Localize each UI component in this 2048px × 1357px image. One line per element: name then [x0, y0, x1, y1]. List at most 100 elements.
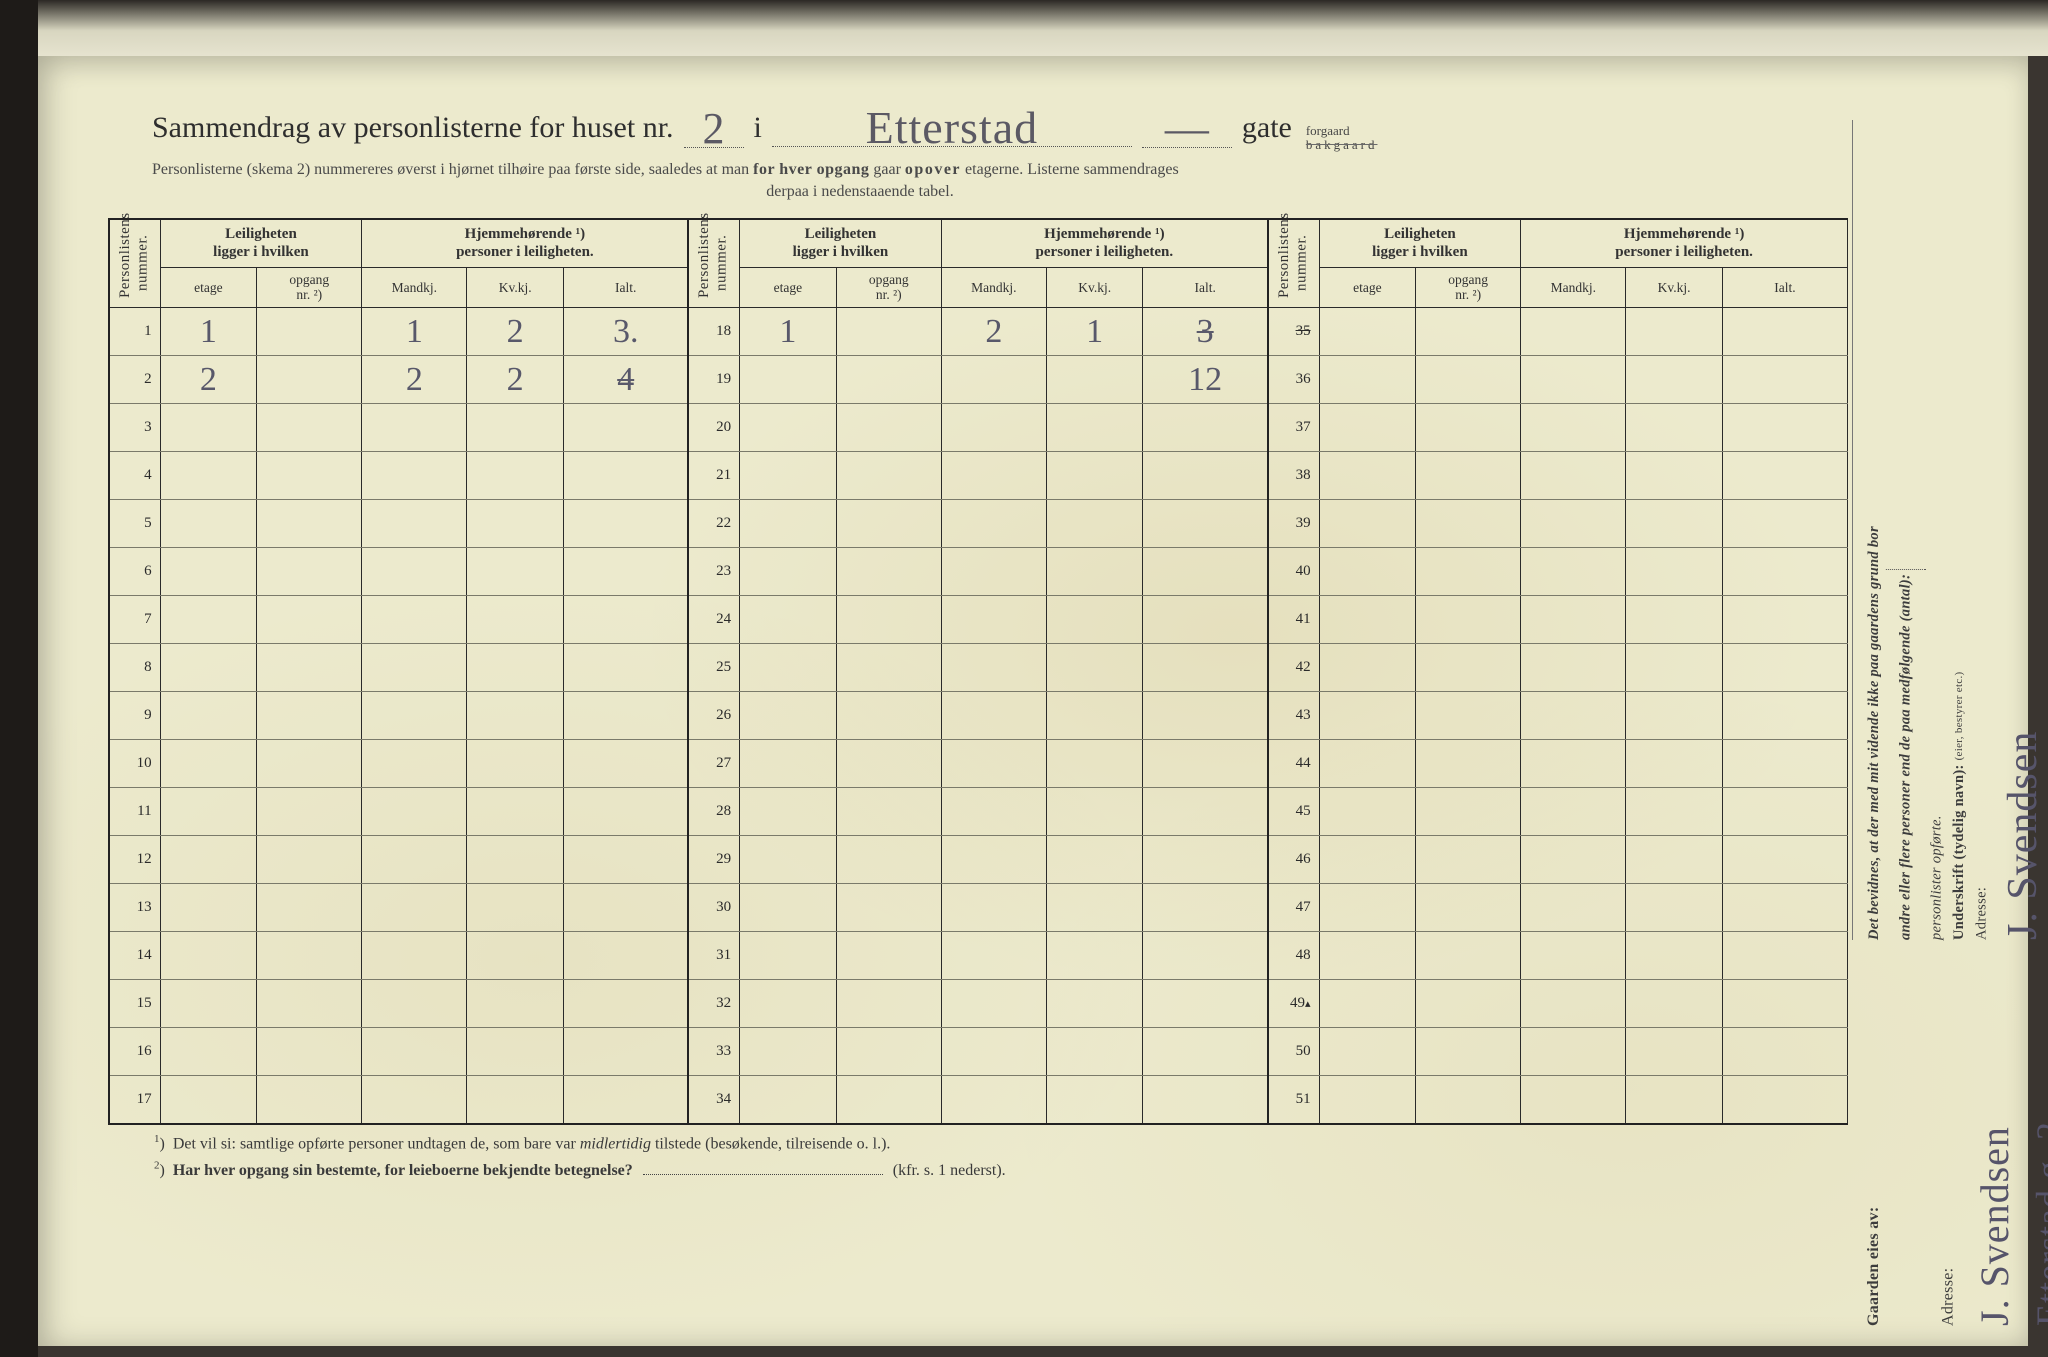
cell-kvkj — [1046, 740, 1143, 788]
cell-etage — [160, 1076, 257, 1124]
cell-mandkj — [1521, 1028, 1626, 1076]
col-ialt: Ialt. — [1143, 267, 1268, 307]
table-row: 52239 — [109, 500, 1848, 548]
attest-line-c: personlister opførte. — [1928, 815, 1944, 940]
row-number: 9 — [109, 692, 160, 740]
cell-etage — [160, 644, 257, 692]
title-word-i: i — [754, 111, 762, 145]
cell-kvkj — [467, 548, 564, 596]
cell-opgang — [1416, 596, 1521, 644]
cell-etage: 1 — [160, 308, 257, 356]
cell-kvkj — [1626, 452, 1723, 500]
table-row: 22224191236 — [109, 356, 1848, 404]
attestation-panel: Det bevidnes, at der med mit vidende ikk… — [1852, 120, 2002, 940]
row-number: 5 — [109, 500, 160, 548]
cell-etage — [1319, 740, 1416, 788]
house-number-field: 2 — [684, 114, 744, 148]
row-number: 40 — [1268, 548, 1319, 596]
cell-kvkj — [467, 836, 564, 884]
cell-opgang — [836, 884, 941, 932]
row-number: 49▴ — [1268, 980, 1319, 1028]
cell-ialt — [1143, 692, 1268, 740]
col-personlistens-nummer: Personlistensnummer. — [1268, 219, 1319, 307]
row-number: 33 — [688, 1028, 739, 1076]
cell-kvkj — [1046, 452, 1143, 500]
cell-opgang — [836, 692, 941, 740]
cell-etage — [160, 452, 257, 500]
footnotes: 1) Det vil si: samtlige opførte personer… — [108, 1133, 1848, 1180]
cell-etage — [1319, 404, 1416, 452]
cell-mandkj — [941, 356, 1046, 404]
row-number: 41 — [1268, 596, 1319, 644]
cell-kvkj — [1046, 596, 1143, 644]
cell-opgang — [257, 692, 362, 740]
table-row: 102744 — [109, 740, 1848, 788]
scan-edge-left — [0, 0, 38, 1357]
row-number: 50 — [1268, 1028, 1319, 1076]
subnote-e: etagerne. Listerne sammendrages — [965, 161, 1179, 178]
cell-ialt — [563, 452, 688, 500]
cell-opgang — [257, 308, 362, 356]
cell-mandkj — [941, 644, 1046, 692]
col-hjemmehorende-group: Hjemmehørende ¹)personer i leiligheten. — [941, 219, 1268, 267]
row-number: 4 — [109, 452, 160, 500]
underskrift-value: J. Svendsen — [1999, 120, 2047, 940]
cell-etage — [160, 548, 257, 596]
fn2-tail: (kfr. s. 1 nederst). — [893, 1162, 1006, 1179]
cell-etage — [740, 932, 837, 980]
cell-mandkj — [941, 884, 1046, 932]
col-kvkj: Kv.kj. — [1626, 267, 1723, 307]
cell-ialt — [1143, 788, 1268, 836]
subnote-a: Personlisterne (skema 2) nummereres øver… — [152, 161, 749, 178]
row-number: 26 — [688, 692, 739, 740]
cell-mandkj — [941, 1076, 1046, 1124]
cell-etage — [160, 404, 257, 452]
cell-etage — [160, 836, 257, 884]
cell-ialt — [1143, 836, 1268, 884]
cell-kvkj — [1626, 980, 1723, 1028]
cell-kvkj — [1046, 548, 1143, 596]
cell-kvkj — [1626, 932, 1723, 980]
subnote-c: gaar — [873, 161, 901, 178]
cell-etage — [740, 1028, 837, 1076]
subnote-f: derpaa i nedenstaaende tabel. — [0, 181, 1848, 203]
owner-label: Gaarden eies av: Adresse: — [1862, 976, 1961, 1326]
cell-mandkj — [941, 788, 1046, 836]
cell-opgang — [836, 308, 941, 356]
row-number: 17 — [109, 1076, 160, 1124]
gate-blank-field: — — [1142, 114, 1232, 148]
role-note: (eier, bestyrer etc.) — [1953, 671, 1965, 760]
cell-etage — [1319, 788, 1416, 836]
cell-mandkj — [362, 452, 467, 500]
cell-kvkj — [1046, 404, 1143, 452]
cell-opgang — [257, 404, 362, 452]
cell-kvkj — [1626, 788, 1723, 836]
cell-opgang — [836, 980, 941, 1028]
cell-opgang — [836, 740, 941, 788]
page-inner: Sammendrag av personlisterne for huset n… — [108, 106, 1848, 1286]
cell-mandkj — [941, 452, 1046, 500]
cell-kvkj: 1 — [1046, 308, 1143, 356]
col-ialt: Ialt. — [1722, 267, 1847, 307]
col-kvkj: Kv.kj. — [467, 267, 564, 307]
cell-mandkj — [362, 548, 467, 596]
cell-kvkj — [1626, 836, 1723, 884]
cell-ialt — [1143, 500, 1268, 548]
table-row: 143148 — [109, 932, 1848, 980]
cell-ialt: 3 — [1143, 308, 1268, 356]
cell-mandkj — [362, 740, 467, 788]
cell-opgang — [1416, 740, 1521, 788]
cell-kvkj — [467, 788, 564, 836]
cell-etage: 2 — [160, 356, 257, 404]
cell-ialt — [1722, 404, 1847, 452]
cell-opgang — [1416, 980, 1521, 1028]
row-number: 51 — [1268, 1076, 1319, 1124]
fn1-a: Det vil si: samtlige opførte personer un… — [173, 1135, 576, 1152]
cell-ialt — [1722, 932, 1847, 980]
bakgaard-label: bakgaard — [1306, 138, 1378, 152]
row-number: 3 — [109, 404, 160, 452]
cell-ialt — [563, 788, 688, 836]
row-number: 1 — [109, 308, 160, 356]
col-opgang: opgangnr. ²) — [257, 267, 362, 307]
cell-mandkj — [941, 500, 1046, 548]
